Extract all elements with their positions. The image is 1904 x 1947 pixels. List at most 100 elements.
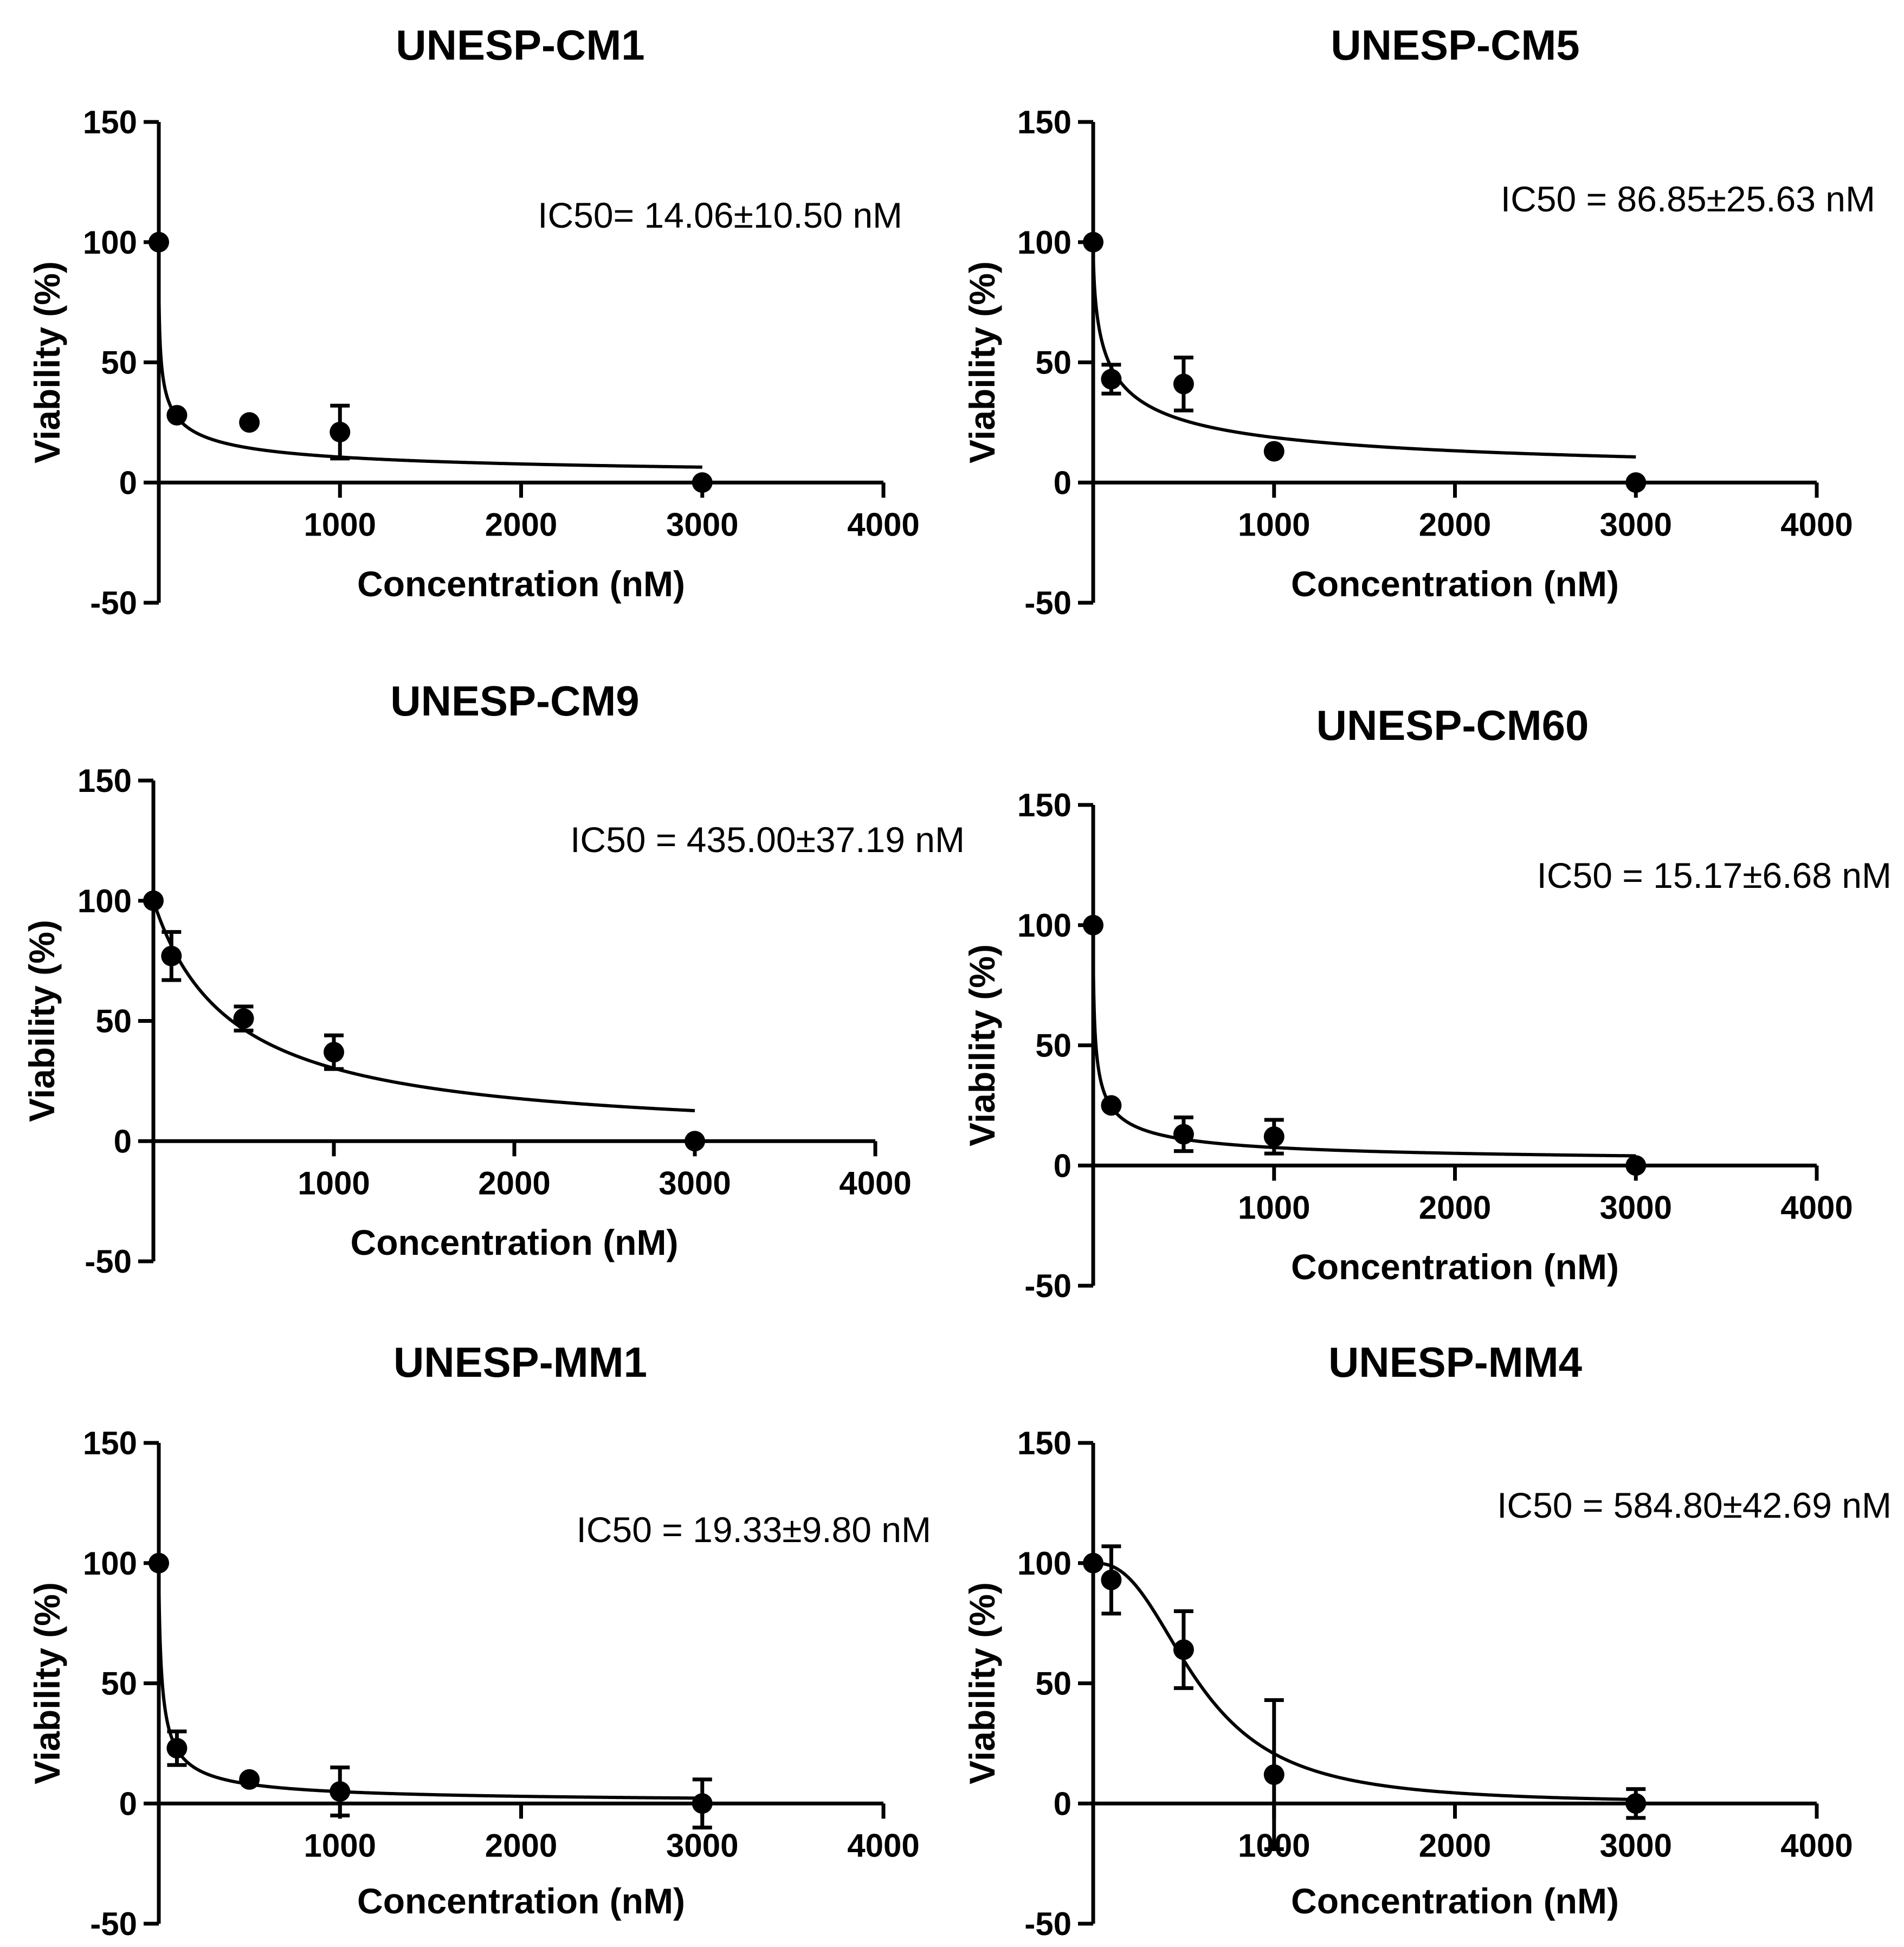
data-point (239, 1769, 260, 1790)
x-tick-label: 2000 (485, 506, 557, 543)
y-tick-label: 50 (1035, 1666, 1072, 1702)
y-tick-label: 100 (83, 224, 137, 261)
y-tick-label: 150 (1017, 1425, 1072, 1461)
y-axis-label: Viability (%) (27, 1582, 67, 1784)
data-point (1263, 1764, 1285, 1785)
x-axis-label: Concentration (nM) (351, 1222, 679, 1262)
y-tick-label: 0 (1054, 1785, 1072, 1822)
data-point (166, 1738, 188, 1759)
y-tick-label: 100 (1017, 907, 1072, 944)
y-tick-label: 0 (114, 1123, 132, 1159)
data-point (1625, 1155, 1647, 1176)
x-tick-label: 2000 (1419, 506, 1491, 543)
data-point (166, 405, 188, 426)
fit-curve (1092, 242, 1636, 459)
y-tick-label: 100 (83, 1545, 137, 1582)
data-point (1263, 1126, 1285, 1147)
ic50-annotation: IC50= 14.06±10.50 nM (538, 195, 902, 235)
x-tick-label: 3000 (1600, 1189, 1672, 1226)
y-axis-label: Viability (%) (962, 261, 1002, 463)
data-point (149, 231, 169, 253)
y-axis-label: Viability (%) (22, 920, 62, 1122)
data-point (1083, 231, 1103, 253)
y-tick-label: 0 (1054, 465, 1072, 501)
y-tick-label: -50 (1024, 1906, 1072, 1942)
fit-curve (1092, 925, 1636, 1158)
x-tick-label: 3000 (1600, 506, 1672, 543)
data-point (1101, 1569, 1122, 1590)
y-axis-label: Viability (%) (962, 1582, 1002, 1784)
x-tick-label: 4000 (1780, 506, 1853, 543)
data-point (324, 1042, 344, 1063)
x-tick-label: 4000 (847, 506, 919, 543)
x-tick-label: 4000 (1780, 1827, 1853, 1864)
y-tick-label: 0 (1054, 1147, 1072, 1184)
chart-title: UNESP-CM9 (390, 677, 639, 725)
y-tick-label: 150 (78, 763, 132, 799)
x-tick-label: 1000 (298, 1165, 370, 1201)
data-point (1101, 369, 1122, 390)
y-tick-label: 150 (1017, 787, 1072, 823)
data-point (1083, 1552, 1103, 1574)
chart-title: UNESP-CM1 (396, 21, 644, 69)
x-axis-label: Concentration (nM) (1291, 564, 1619, 604)
data-point (692, 472, 713, 493)
y-tick-label: 50 (95, 1003, 132, 1040)
y-axis-label: Viability (%) (962, 944, 1002, 1146)
y-axis-label: Viability (%) (27, 261, 67, 463)
y-tick-label: 150 (83, 104, 137, 140)
chart-panel: UNESP-CM5 150 100 50 0 -50 1000 2000 3000 4000 Con… (962, 21, 1875, 621)
data-point (1083, 914, 1103, 936)
y-tick-label: 100 (1017, 1545, 1072, 1582)
y-tick-label: -50 (90, 1906, 137, 1942)
x-axis-label: Concentration (nM) (1291, 1881, 1619, 1921)
ic50-annotation: IC50 = 86.85±25.63 nM (1501, 179, 1875, 219)
y-tick-label: 100 (78, 883, 132, 919)
data-point (330, 1781, 351, 1802)
y-tick-label: 50 (1035, 1028, 1072, 1064)
y-tick-label: -50 (85, 1243, 132, 1280)
y-tick-label: 50 (1035, 345, 1072, 381)
chart-panel: UNESP-CM60 150 100 50 0 -50 1000 2000 3000 4000 Co… (962, 701, 1892, 1304)
x-tick-label: 3000 (1600, 1827, 1672, 1864)
data-point (1625, 1793, 1647, 1814)
chart-panel: UNESP-MM1 150 100 50 0 -50 1000 2000 3000 4000 Con… (27, 1338, 931, 1942)
data-point (1173, 1639, 1194, 1660)
y-tick-label: -50 (90, 585, 137, 621)
fit-curve (1093, 1561, 1636, 1801)
x-tick-label: 4000 (839, 1165, 911, 1201)
data-point (1263, 441, 1285, 462)
x-axis-label: Concentration (nM) (357, 1881, 685, 1921)
chart-title: UNESP-CM5 (1331, 21, 1579, 69)
x-tick-label: 2000 (1419, 1827, 1491, 1864)
x-tick-label: 4000 (847, 1827, 919, 1864)
x-tick-label: 1000 (1238, 1189, 1310, 1226)
data-point (161, 945, 182, 966)
y-tick-label: -50 (1024, 585, 1072, 621)
y-tick-label: 150 (1017, 104, 1072, 140)
chart-title: UNESP-MM1 (393, 1338, 647, 1386)
ic50-annotation: IC50 = 15.17±6.68 nM (1537, 855, 1892, 895)
y-tick-label: 0 (119, 465, 137, 501)
data-point (1173, 373, 1194, 395)
data-point (143, 890, 164, 911)
data-point (1625, 472, 1647, 493)
data-point (685, 1131, 705, 1152)
chart-title: UNESP-CM60 (1316, 701, 1589, 749)
x-tick-label: 3000 (666, 1827, 738, 1864)
ic50-annotation: IC50 = 19.33±9.80 nM (577, 1510, 932, 1550)
data-point (1173, 1124, 1194, 1145)
x-tick-label: 2000 (478, 1165, 550, 1201)
fit-curve (157, 242, 702, 469)
x-tick-label: 3000 (659, 1165, 731, 1201)
y-tick-label: 0 (119, 1785, 137, 1822)
data-point (330, 422, 351, 443)
ic50-annotation: IC50 = 584.80±42.69 nM (1497, 1485, 1892, 1525)
data-point (239, 412, 260, 433)
ic50-annotation: IC50 = 435.00±37.19 nM (570, 820, 965, 860)
data-point (233, 1008, 254, 1029)
y-tick-label: 100 (1017, 224, 1072, 261)
chart-panel: UNESP-CM1 150 100 50 0 -50 1000 2000 3000 4000 Con… (27, 21, 920, 621)
